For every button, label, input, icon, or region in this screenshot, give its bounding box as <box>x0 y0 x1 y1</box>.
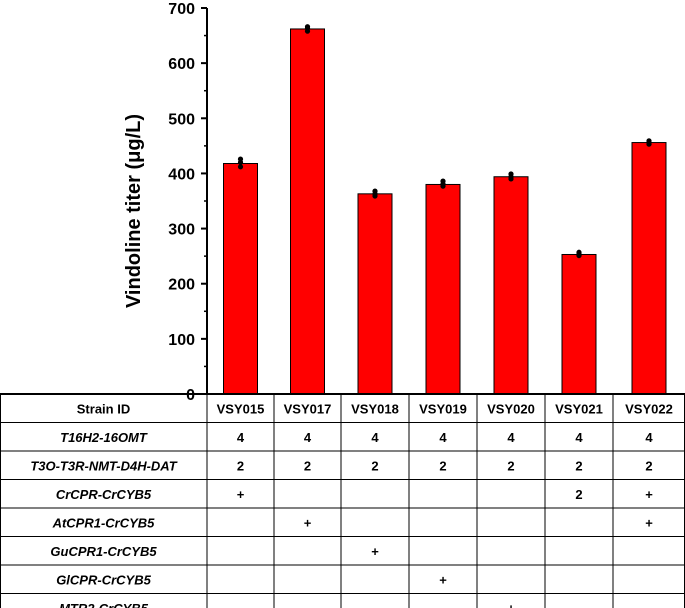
bar-vsy021 <box>561 253 597 395</box>
gene-cell-value: 4 <box>371 430 379 445</box>
gene-label: CrCPR-CrCYB5 <box>56 487 152 502</box>
strain-id-header: Strain ID <box>77 401 130 416</box>
gene-cell-value: 4 <box>507 430 515 445</box>
gene-label: GuCPR1-CrCYB5 <box>50 544 157 559</box>
gene-cell-value: + <box>371 544 379 559</box>
strain-id-cell: VSY020 <box>487 401 535 416</box>
strain-id-cell: VSY022 <box>625 401 673 416</box>
y-tick-label: 100 <box>168 332 195 349</box>
strain-id-cell: VSY015 <box>217 401 265 416</box>
replicate-point <box>237 164 244 170</box>
gene-label: GlCPR-CrCYB5 <box>56 572 151 587</box>
gene-cell-value: + <box>237 487 245 502</box>
y-tick-label: 300 <box>168 222 195 239</box>
y-tick-label: 0 <box>186 387 195 404</box>
y-tick-label: 200 <box>168 277 195 294</box>
y-axis-label: Vindoline titer (μg/L) <box>123 114 145 308</box>
strain-id-cell: VSY017 <box>284 401 332 416</box>
gene-cell-value: 2 <box>439 458 446 473</box>
bar-vsy022 <box>631 142 667 395</box>
gene-cell-value: 2 <box>371 458 378 473</box>
strain-id-cell: VSY019 <box>419 401 467 416</box>
bar-vsy015 <box>223 163 258 395</box>
gene-cell-value: 4 <box>237 430 245 445</box>
y-tick-label: 700 <box>168 1 195 18</box>
replicate-point <box>576 249 582 255</box>
gene-cell-value: 4 <box>304 430 312 445</box>
gene-cell-value: 4 <box>439 430 447 445</box>
bar-vsy019 <box>425 183 461 395</box>
gene-label: T16H2-16OMT <box>60 430 148 445</box>
replicate-point <box>237 156 244 162</box>
strain-id-cell: VSY018 <box>351 401 399 416</box>
gene-cell-value: 2 <box>237 458 244 473</box>
plot-area: 0 100 200 300 400 500 600 700 Vindoline titer (μ… <box>123 1 667 404</box>
strain-table: Strain ID VSY015 VSY017 VSY018 VSY019 VSY020 V… <box>0 393 685 608</box>
strain-id-cell: VSY021 <box>555 401 603 416</box>
gene-label: AtCPR1-CrCYB5 <box>52 515 156 530</box>
gene-cell-value: 2 <box>507 458 514 473</box>
replicate-point <box>646 138 652 144</box>
gene-cell-value: + <box>507 601 515 608</box>
gene-label: MTR2-CrCYB5 <box>59 601 149 608</box>
gene-cell-value: + <box>645 515 653 530</box>
bar-vsy018 <box>357 193 393 395</box>
replicate-point <box>304 24 311 30</box>
gene-cell-value: 2 <box>575 458 582 473</box>
gene-cell-value: + <box>439 572 447 587</box>
bar-vsy020 <box>493 176 529 395</box>
gene-cell-value: 2 <box>645 458 652 473</box>
replicate-point <box>440 178 446 184</box>
y-tick-label: 500 <box>168 111 195 128</box>
replicate-point <box>372 188 378 194</box>
y-tick-label: 400 <box>168 166 195 183</box>
gene-label: T3O-T3R-NMT-D4H-DAT <box>30 458 177 473</box>
y-tick-label: 600 <box>168 56 195 73</box>
gene-cell-value: + <box>645 487 653 502</box>
gene-cell-value: + <box>304 515 312 530</box>
replicate-point <box>508 171 514 177</box>
gene-cell-value: 2 <box>304 458 311 473</box>
gene-cell-value: 4 <box>645 430 653 445</box>
gene-cell-value: 4 <box>575 430 583 445</box>
bar-vsy017 <box>290 28 325 395</box>
gene-cell-value: 2 <box>575 487 582 502</box>
